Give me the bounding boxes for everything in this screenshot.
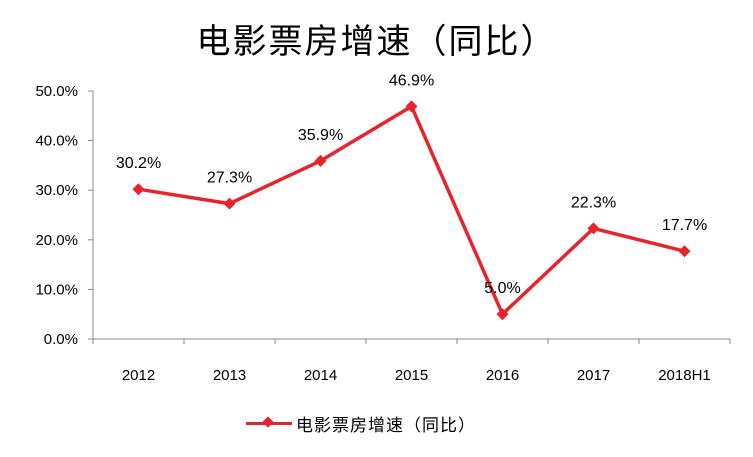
data-point-marker <box>132 183 145 196</box>
legend-swatch <box>246 410 292 436</box>
legend-diamond-marker <box>262 416 274 428</box>
data-point-marker <box>496 308 509 321</box>
data-label: 30.2% <box>116 155 161 172</box>
data-label: 17.7% <box>662 217 707 234</box>
x-tick-label: 2018H1 <box>658 367 711 384</box>
data-point-marker <box>587 222 600 235</box>
axes: 0.0% 10.0% 20.0% 30.0% 40.0% 50.0% 2012 2013 201… <box>35 83 731 384</box>
data-label: 35.9% <box>298 127 343 144</box>
series-group <box>132 100 691 321</box>
data-label: 22.3% <box>571 194 616 211</box>
data-label: 27.3% <box>207 170 252 187</box>
data-point-marker <box>678 245 691 258</box>
y-tick-label: 20.0% <box>35 232 78 249</box>
legend: 电影票房增速（同比） <box>246 410 476 436</box>
x-tick-label: 2016 <box>486 367 519 384</box>
x-tick-label: 2012 <box>122 367 155 384</box>
x-tick-label: 2014 <box>304 367 337 384</box>
chart-title: 电影票房增速（同比） <box>196 22 557 62</box>
x-tick-label: 2017 <box>577 367 610 384</box>
legend-label: 电影票房增速（同比） <box>296 415 476 436</box>
data-point-marker <box>223 197 236 210</box>
data-point-marker <box>405 100 418 113</box>
data-label: 5.0% <box>484 280 520 297</box>
x-tick-label: 2015 <box>395 367 428 384</box>
data-labels: 30.2% 27.3% 35.9% 46.9% 5.0% 22.3% 17.7% <box>116 72 707 297</box>
y-tick-label: 50.0% <box>35 83 78 100</box>
y-tick-label: 10.0% <box>35 281 78 298</box>
x-tick-label: 2013 <box>213 367 246 384</box>
y-tick-label: 30.0% <box>35 182 78 199</box>
data-label: 46.9% <box>389 72 434 89</box>
y-tick-label: 0.0% <box>44 331 78 348</box>
data-point-marker <box>314 154 327 167</box>
y-tick-label: 40.0% <box>35 133 78 150</box>
